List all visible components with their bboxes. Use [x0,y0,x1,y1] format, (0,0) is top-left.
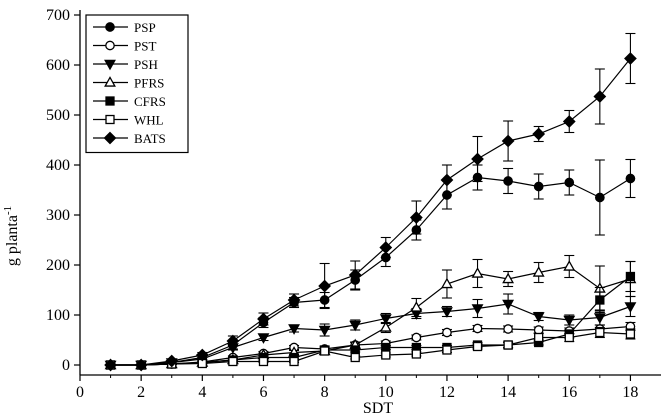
data-point-bats [319,281,330,292]
x-tick-label: 4 [198,384,206,401]
x-tick-label: 2 [137,384,145,401]
data-point-whl [382,351,390,359]
y-axis-label: g planta-1 [2,206,21,266]
y-axis-label-superscript: -1 [2,206,14,215]
series-line-cfrs [111,277,631,366]
data-point-cfrs [382,344,390,352]
data-point-bats [472,154,483,165]
data-point-whl [351,354,359,362]
legend: PSP PST PSH PFRS CFRS WHL BATS [86,15,188,153]
x-tick-label: 12 [439,384,455,401]
y-tick-label: 600 [46,57,70,74]
data-point-pst [412,333,420,341]
y-tick-label: 0 [62,357,70,374]
legend-label-cfrs: CFRS [134,94,166,109]
x-tick-label: 8 [321,384,329,401]
data-point-whl [626,330,634,338]
data-point-pst [473,324,481,332]
data-point-whl [321,347,329,355]
legend-label-pfrs: PFRS [134,76,164,91]
data-point-bats [533,129,544,140]
x-tick-label: 6 [259,384,267,401]
data-point-whl [474,343,482,351]
x-tick-label: 0 [76,384,84,401]
legend-marker-pst [106,41,114,49]
y-tick-label: 400 [46,157,70,174]
data-point-pfrs [473,268,483,277]
data-point-psp [626,174,634,182]
legend-label-bats: BATS [134,131,166,146]
data-point-pst [504,325,512,333]
legend-label-psp: PSP [134,20,156,35]
x-tick-label: 16 [561,384,577,401]
data-point-pst [443,328,451,336]
data-point-cfrs [626,273,634,281]
data-point-psp [565,178,573,186]
data-point-whl [504,341,512,349]
y-tick-label: 300 [46,207,70,224]
legend-label-whl: WHL [134,113,164,128]
legend-label-psh: PSH [134,57,158,72]
x-tick-label: 10 [378,384,394,401]
legend-label-pst: PST [134,39,156,54]
data-point-bats [503,136,514,147]
data-point-pfrs [412,302,422,311]
data-point-whl [229,358,237,366]
series-line-pfrs [111,267,631,366]
data-point-pfrs [564,261,574,270]
data-point-whl [535,334,543,342]
series-pfrs [106,256,636,369]
y-tick-label: 700 [46,7,70,24]
data-point-cfrs [596,296,604,304]
data-point-whl [290,358,298,366]
data-point-cfrs [351,346,359,354]
x-tick-label: 18 [622,384,638,401]
series-cfrs [107,262,636,369]
data-point-whl [412,350,420,358]
data-point-whl [596,329,604,337]
data-point-whl [259,358,267,366]
series-pst [106,322,635,369]
legend-marker-whl [106,116,114,124]
y-tick-label: 100 [46,307,70,324]
data-point-psp [534,182,542,190]
data-point-psp [504,177,512,185]
data-point-whl [565,334,573,342]
data-point-psh [320,326,330,335]
data-point-whl [443,346,451,354]
data-point-psp [596,193,604,201]
x-axis-label: SDT [363,400,393,417]
x-tick-label: 14 [500,384,516,401]
legend-marker-psp [106,23,114,31]
y-tick-label: 200 [46,257,70,274]
legend-marker-cfrs [106,97,114,105]
y-axis-label-main: g planta [4,215,21,266]
data-point-psh [564,316,574,325]
y-tick-label: 500 [46,107,70,124]
